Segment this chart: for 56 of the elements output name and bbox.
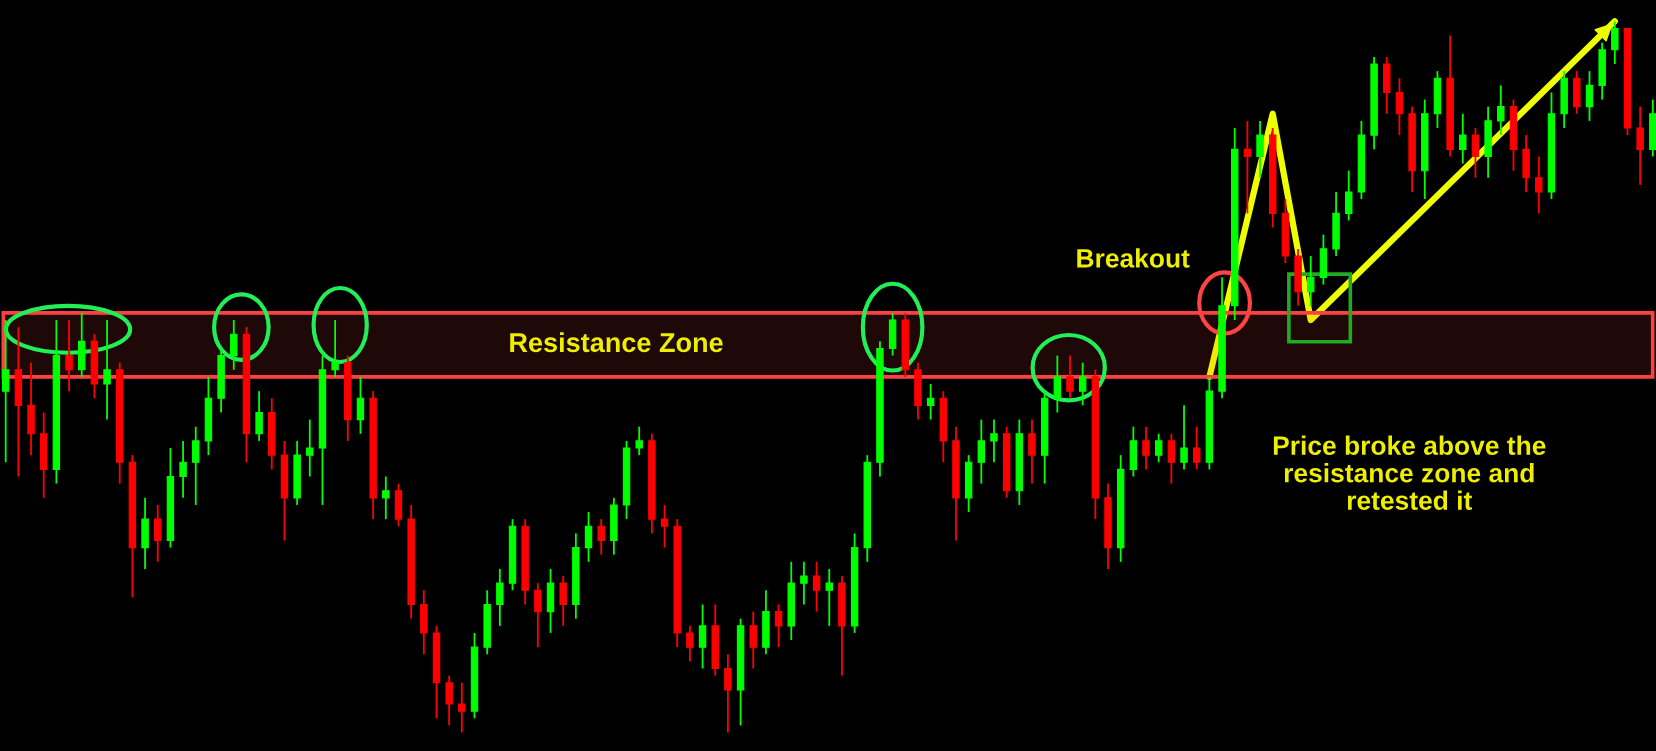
candlestick — [1142, 425, 1150, 471]
candlestick — [774, 603, 783, 649]
candlestick — [1, 319, 10, 464]
candlestick — [1180, 404, 1188, 471]
candlestick — [192, 425, 200, 506]
candlestick — [331, 319, 339, 378]
annotation: Price broke above the resistance zone and retested it — [1273, 435, 1546, 510]
candlestick — [103, 319, 111, 421]
candlestick — [1459, 112, 1467, 165]
candlestick — [306, 418, 314, 478]
candlestick — [749, 610, 757, 670]
candlestick — [534, 582, 542, 649]
candlestick — [1028, 418, 1036, 485]
candlestick — [1497, 84, 1505, 137]
candlestick — [382, 475, 390, 521]
candlestick — [154, 504, 162, 563]
candlestick — [926, 383, 935, 421]
candlestick — [1066, 354, 1074, 400]
candlestick — [65, 319, 73, 393]
candlestick — [1167, 432, 1176, 485]
candlestick — [724, 653, 732, 734]
candlestick — [496, 568, 504, 627]
candlestick — [812, 560, 821, 613]
candlestick — [635, 425, 643, 457]
candlestick — [356, 376, 365, 435]
candlestick — [1395, 77, 1404, 137]
candlestick — [559, 575, 567, 627]
candlestick — [445, 674, 453, 727]
candlestick — [1192, 425, 1201, 471]
candlestick — [698, 603, 707, 670]
candlestick — [255, 390, 263, 442]
candlestick — [1611, 20, 1619, 65]
candlestick — [660, 504, 669, 549]
candlestick — [990, 418, 998, 464]
candlestick — [1078, 361, 1087, 407]
candlestick — [825, 568, 833, 627]
candlestick — [1307, 255, 1315, 307]
candlestick — [597, 518, 605, 556]
candlestick — [1345, 169, 1353, 222]
candlestick — [1053, 354, 1062, 414]
candlestick — [686, 624, 694, 663]
band-label: Resistance Zone — [510, 332, 723, 353]
candlestick — [584, 511, 593, 563]
candlestick — [1243, 119, 1252, 215]
candlestick — [1535, 155, 1543, 215]
candlestick — [1585, 70, 1594, 122]
candlestick — [230, 319, 238, 371]
annotation: Breakout — [1077, 248, 1190, 268]
candlestick — [977, 418, 986, 485]
candlestick — [1471, 127, 1480, 179]
candlestick — [800, 560, 808, 606]
candlestick — [458, 681, 466, 734]
candlestick — [179, 440, 187, 499]
candlestick — [1256, 119, 1264, 179]
candlestick — [1636, 105, 1644, 186]
candlestick — [1154, 432, 1163, 464]
